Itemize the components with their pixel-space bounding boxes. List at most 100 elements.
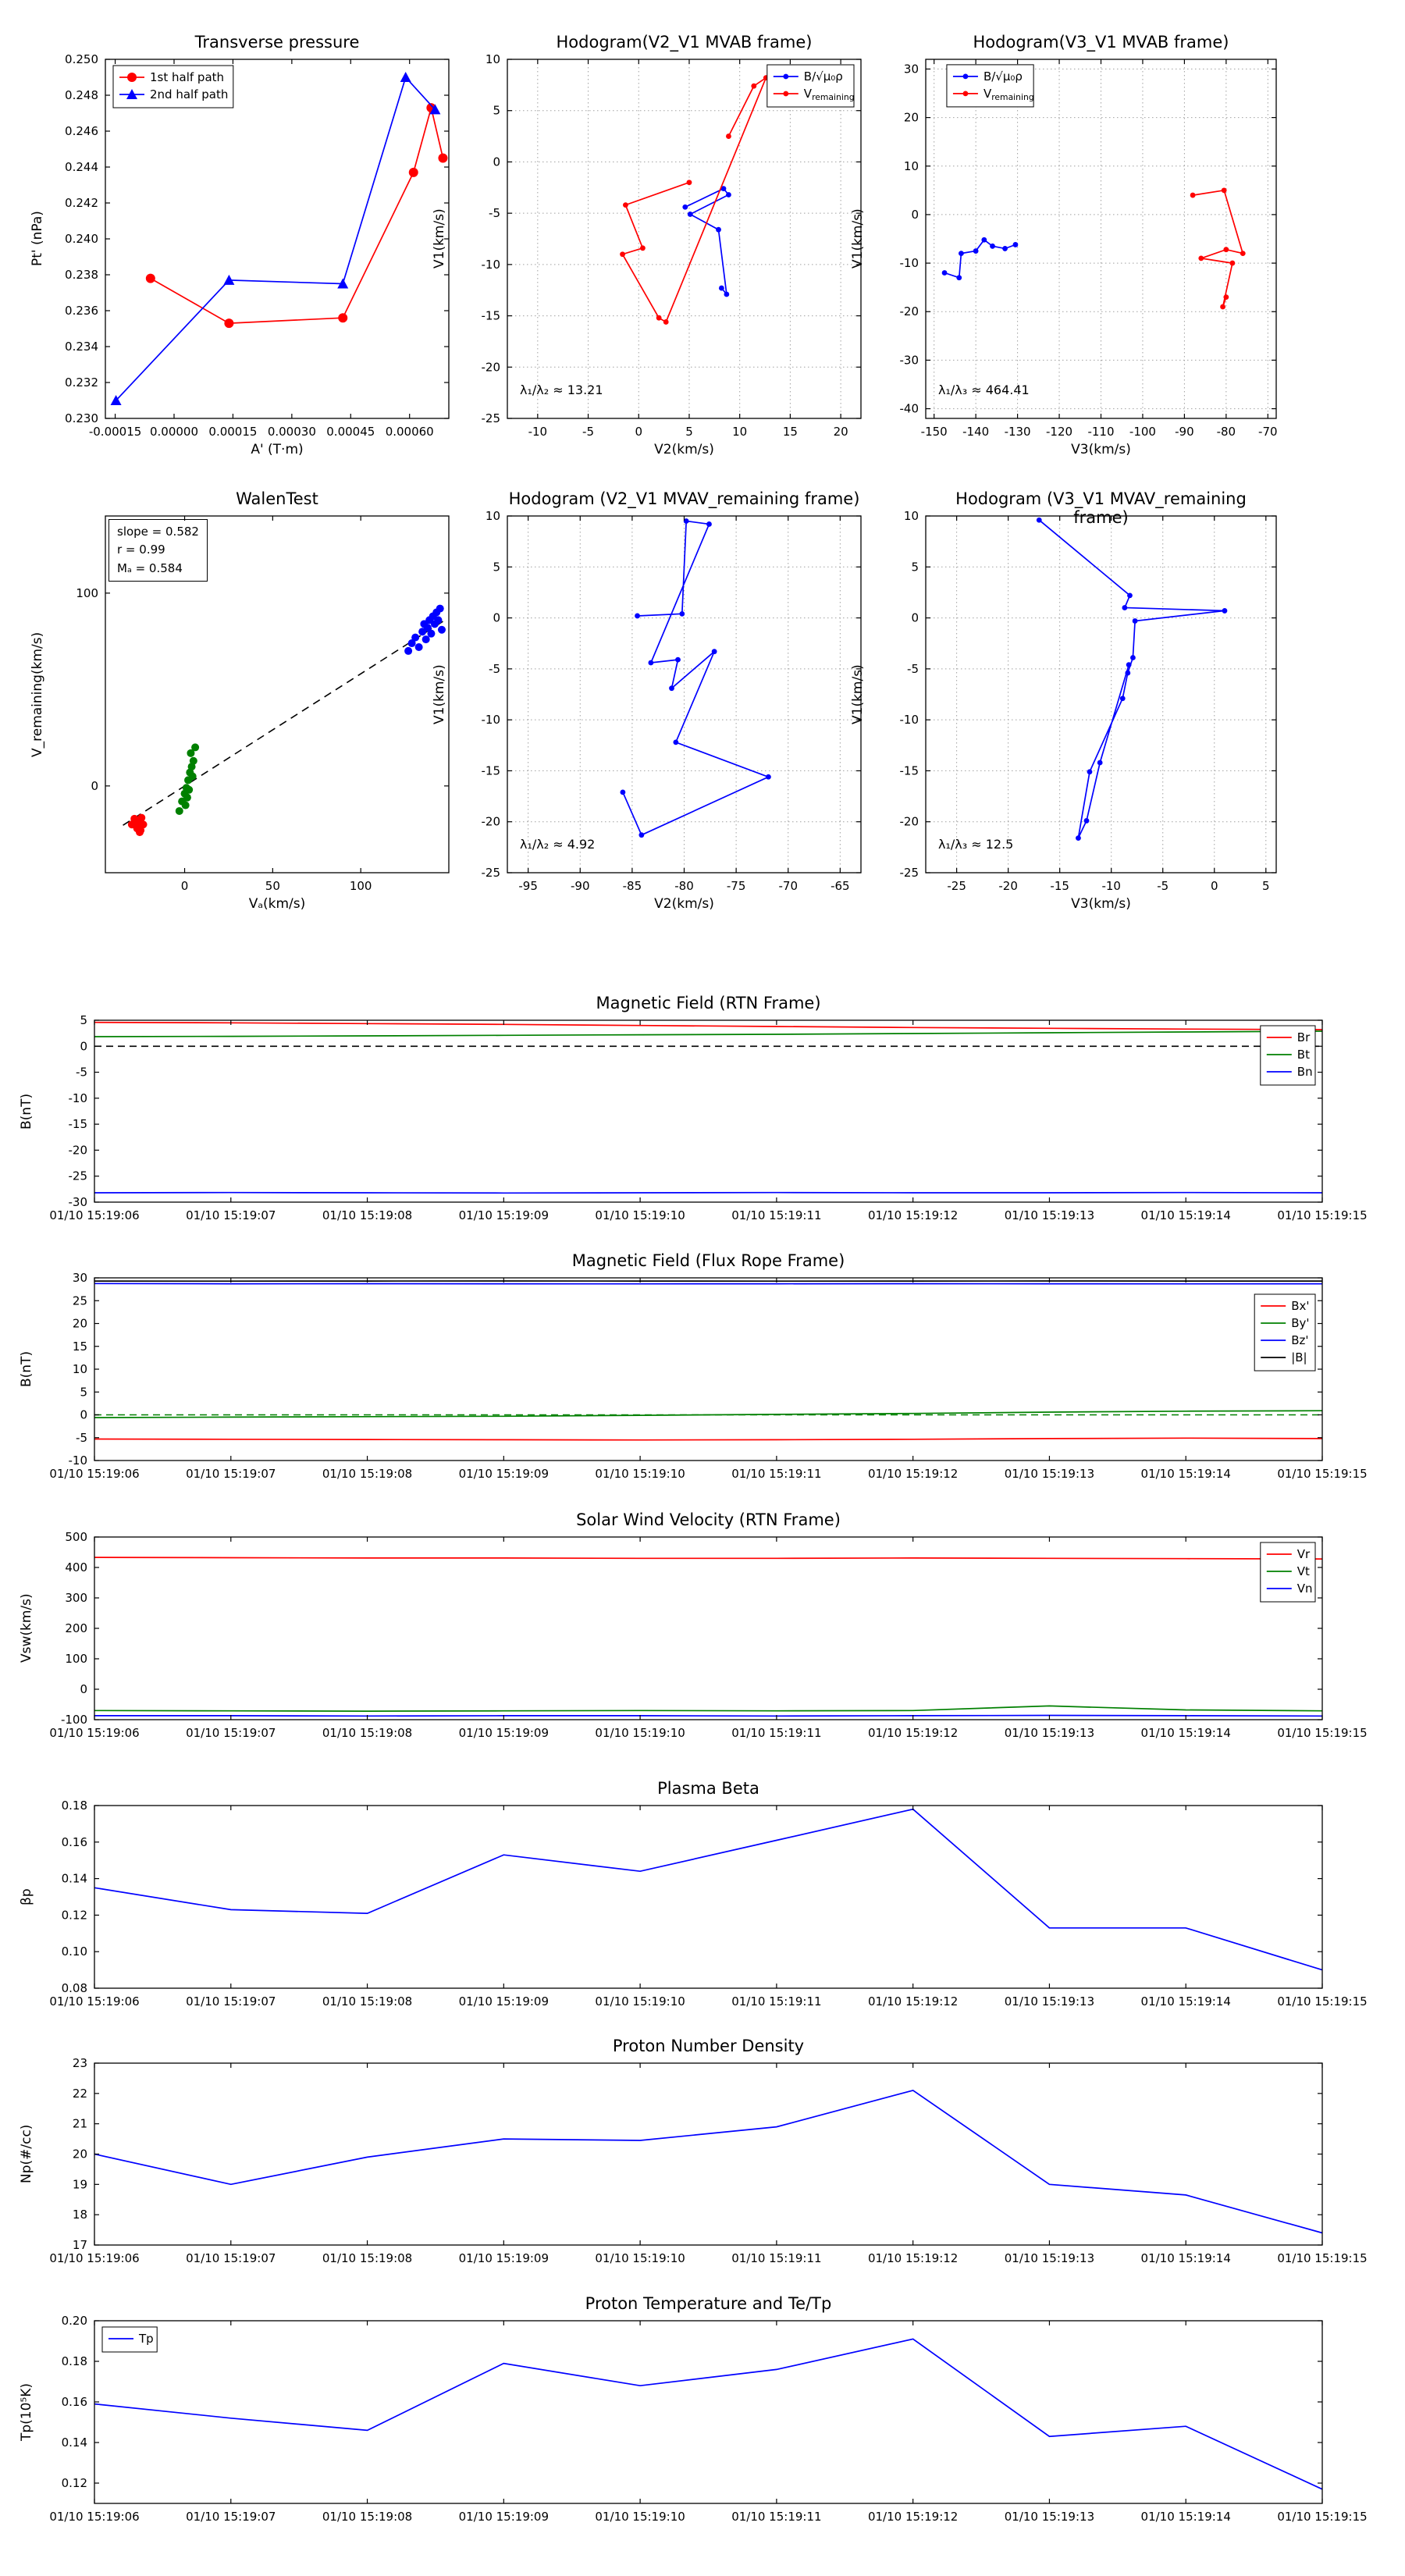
svg-text:01/10 15:19:09: 01/10 15:19:09 bbox=[459, 1208, 549, 1222]
svg-text:10: 10 bbox=[732, 425, 747, 439]
svg-text:100: 100 bbox=[350, 879, 372, 893]
svg-text:5: 5 bbox=[685, 425, 693, 439]
svg-text:-25: -25 bbox=[69, 1169, 88, 1183]
svg-text:5: 5 bbox=[80, 1385, 87, 1399]
svg-text:-80: -80 bbox=[1217, 425, 1236, 439]
lambda-ratio-annotation: λ₁/λ₂ ≈ 13.21 bbox=[520, 382, 603, 397]
chart-title-hodogram-v3v1-mvab: Hodogram(V3_V1 MVAB frame) bbox=[973, 33, 1229, 52]
svg-text:0.00045: 0.00045 bbox=[326, 425, 375, 439]
svg-text:5: 5 bbox=[911, 560, 919, 574]
svg-text:Bn: Bn bbox=[1297, 1065, 1313, 1079]
svg-text:01/10 15:19:12: 01/10 15:19:12 bbox=[868, 1467, 958, 1481]
svg-text:25: 25 bbox=[73, 1293, 87, 1308]
svg-text:-10: -10 bbox=[900, 256, 919, 270]
svg-text:01/10 15:19:14: 01/10 15:19:14 bbox=[1141, 1208, 1231, 1222]
svg-text:0.00030: 0.00030 bbox=[268, 425, 316, 439]
x-label-transverse-pressure: A' (T·m) bbox=[251, 442, 304, 457]
svg-text:|B|: |B| bbox=[1291, 1350, 1307, 1364]
svg-text:0.242: 0.242 bbox=[65, 196, 98, 210]
svg-text:0: 0 bbox=[80, 1682, 87, 1696]
svg-text:300: 300 bbox=[65, 1591, 87, 1605]
svg-text:30: 30 bbox=[73, 1271, 87, 1285]
x-label-hodogram-v2v1-mvav: V2(km/s) bbox=[654, 896, 714, 912]
svg-text:01/10 15:19:15: 01/10 15:19:15 bbox=[1277, 2510, 1367, 2524]
svg-text:20: 20 bbox=[834, 425, 848, 439]
svg-text:01/10 15:19:06: 01/10 15:19:06 bbox=[49, 2510, 139, 2524]
svg-text:01/10 15:19:08: 01/10 15:19:08 bbox=[322, 2510, 412, 2524]
svg-text:-90: -90 bbox=[571, 879, 590, 893]
svg-text:10: 10 bbox=[904, 509, 919, 523]
svg-text:-20: -20 bbox=[69, 1143, 88, 1157]
svg-text:0.12: 0.12 bbox=[62, 1908, 87, 1922]
svg-text:01/10 15:19:09: 01/10 15:19:09 bbox=[459, 1726, 549, 1740]
svg-text:01/10 15:19:11: 01/10 15:19:11 bbox=[731, 1208, 821, 1222]
svg-text:01/10 15:19:14: 01/10 15:19:14 bbox=[1141, 2510, 1231, 2524]
svg-text:01/10 15:19:10: 01/10 15:19:10 bbox=[595, 1208, 685, 1222]
svg-text:5: 5 bbox=[1262, 879, 1270, 893]
lambda-ratio-annotation: λ₁/λ₂ ≈ 4.92 bbox=[520, 837, 596, 852]
svg-text:-10: -10 bbox=[1101, 879, 1121, 893]
svg-text:-100: -100 bbox=[1129, 425, 1156, 439]
chart-title-mag-rtn: Magnetic Field (RTN Frame) bbox=[596, 994, 821, 1012]
svg-text:-10: -10 bbox=[69, 1453, 88, 1468]
svg-text:18: 18 bbox=[73, 2208, 87, 2222]
chart-proton-density: 01/10 15:19:06 01/10 15:19:07 01/10 15:19:… bbox=[49, 2056, 1367, 2265]
svg-text:01/10 15:19:06: 01/10 15:19:06 bbox=[49, 1726, 139, 1740]
svg-text:01/10 15:19:13: 01/10 15:19:13 bbox=[1005, 2251, 1094, 2265]
svg-text:0.14: 0.14 bbox=[62, 2435, 87, 2450]
walen-alfven-mach-value: Mₐ = 0.584 bbox=[117, 560, 183, 575]
svg-text:1st half path: 1st half path bbox=[150, 70, 224, 84]
chart-walen-test: 0 50 100 0 100 bbox=[76, 515, 450, 893]
svg-text:Vn: Vn bbox=[1297, 1582, 1313, 1596]
svg-text:-10: -10 bbox=[482, 258, 501, 272]
svg-text:01/10 15:19:10: 01/10 15:19:10 bbox=[595, 2251, 685, 2265]
x-label-hodogram-v2v1-mvab: V2(km/s) bbox=[654, 442, 714, 457]
svg-text:-100: -100 bbox=[61, 1713, 87, 1727]
svg-text:-20: -20 bbox=[998, 879, 1018, 893]
lambda-ratio-annotation: λ₁/λ₃ ≈ 464.41 bbox=[938, 382, 1030, 397]
svg-text:-80: -80 bbox=[674, 879, 694, 893]
svg-text:200: 200 bbox=[65, 1621, 87, 1635]
svg-text:01/10 15:19:07: 01/10 15:19:07 bbox=[186, 1994, 276, 2008]
svg-text:0.00000: 0.00000 bbox=[150, 425, 198, 439]
chart-proton-temperature: 01/10 15:19:06 01/10 15:19:07 01/10 15:19:… bbox=[49, 2314, 1367, 2524]
walen-slope-value: slope = 0.582 bbox=[117, 525, 199, 539]
svg-text:0.18: 0.18 bbox=[62, 1799, 87, 1813]
svg-text:01/10 15:19:06: 01/10 15:19:06 bbox=[49, 1208, 139, 1222]
svg-text:-120: -120 bbox=[1046, 425, 1072, 439]
svg-text:0.16: 0.16 bbox=[62, 2395, 87, 2409]
svg-text:01/10 15:19:06: 01/10 15:19:06 bbox=[49, 1994, 139, 2008]
svg-text:23: 23 bbox=[73, 2056, 87, 2070]
svg-text:01/10 15:19:10: 01/10 15:19:10 bbox=[595, 1726, 685, 1740]
chart-title-proton-density: Proton Number Density bbox=[612, 2037, 805, 2055]
svg-text:20: 20 bbox=[904, 111, 919, 125]
svg-text:Vt: Vt bbox=[1297, 1564, 1310, 1578]
svg-text:Vr: Vr bbox=[1297, 1547, 1311, 1561]
svg-text:01/10 15:19:15: 01/10 15:19:15 bbox=[1277, 1994, 1367, 2008]
svg-text:01/10 15:19:07: 01/10 15:19:07 bbox=[186, 2251, 276, 2265]
svg-text:-15: -15 bbox=[482, 309, 501, 323]
svg-text:01/10 15:19:14: 01/10 15:19:14 bbox=[1141, 1994, 1231, 2008]
svg-text:01/10 15:19:08: 01/10 15:19:08 bbox=[322, 2251, 412, 2265]
svg-text:-130: -130 bbox=[1005, 425, 1031, 439]
svg-text:0: 0 bbox=[911, 611, 919, 625]
svg-text:0.20: 0.20 bbox=[62, 2314, 87, 2328]
chart-title-plasma-beta: Plasma Beta bbox=[657, 1779, 759, 1798]
svg-text:0.250: 0.250 bbox=[65, 52, 98, 66]
chart-title-mag-flux-rope: Magnetic Field (Flux Rope Frame) bbox=[571, 1251, 845, 1270]
x-label-hodogram-v3v1-mvab: V3(km/s) bbox=[1071, 442, 1131, 457]
svg-text:-70: -70 bbox=[1258, 425, 1278, 439]
svg-text:0.08: 0.08 bbox=[62, 1981, 87, 1995]
svg-text:01/10 15:19:13: 01/10 15:19:13 bbox=[1005, 2510, 1094, 2524]
svg-text:0.246: 0.246 bbox=[65, 124, 98, 138]
svg-text:B/√μ₀ρ: B/√μ₀ρ bbox=[984, 69, 1023, 84]
svg-text:2nd half path: 2nd half path bbox=[150, 87, 228, 101]
svg-text:0.244: 0.244 bbox=[65, 160, 98, 174]
svg-text:0.16: 0.16 bbox=[62, 1835, 87, 1849]
svg-text:Bz': Bz' bbox=[1291, 1333, 1308, 1347]
svg-text:-20: -20 bbox=[482, 815, 501, 829]
svg-text:Br: Br bbox=[1297, 1030, 1311, 1044]
svg-text:01/10 15:19:11: 01/10 15:19:11 bbox=[731, 1726, 821, 1740]
svg-text:10: 10 bbox=[73, 1362, 87, 1376]
svg-text:0: 0 bbox=[493, 611, 500, 625]
